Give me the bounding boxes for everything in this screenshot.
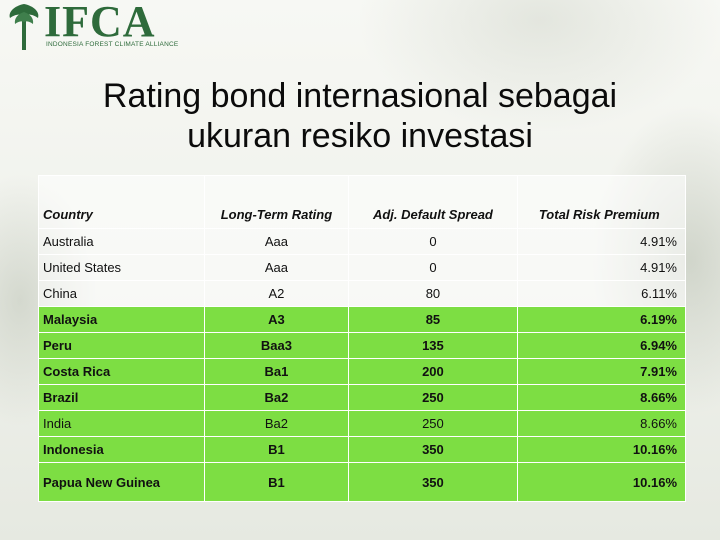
table-row: United States Aaa 0 4.91% (38, 254, 687, 281)
premium-cell: 4.91% (516, 228, 687, 255)
tree-icon (9, 4, 39, 50)
country-cell: Papua New Guinea (38, 462, 205, 502)
spread-cell: 250 (348, 410, 518, 437)
header-country: Country (38, 175, 205, 229)
rating-cell: Baa3 (203, 332, 350, 359)
rating-cell: A2 (203, 280, 350, 307)
premium-cell: 10.16% (516, 436, 687, 463)
country-cell: United States (38, 254, 205, 281)
table-row: Peru Baa3 135 6.94% (38, 332, 687, 359)
spread-cell: 0 (348, 228, 518, 255)
title-line-1: Rating bond internasional sebagai (102, 77, 618, 115)
slide-title: Rating bond internasional sebagai ukuran… (0, 76, 720, 156)
bond-rating-table: Country Long-Term Rating Adj. Default Sp… (38, 175, 687, 502)
rating-cell: Aaa (203, 254, 350, 281)
rating-cell: Ba1 (203, 358, 350, 385)
premium-cell: 6.11% (516, 280, 687, 307)
header-premium: Total Risk Premium (516, 175, 687, 229)
table-row: Indonesia B1 350 10.16% (38, 436, 687, 463)
spread-cell: 80 (348, 280, 518, 307)
rating-cell: B1 (203, 462, 350, 502)
country-cell: Australia (38, 228, 205, 255)
title-line-2: ukuran resiko investasi (187, 117, 533, 155)
table-row: Brazil Ba2 250 8.66% (38, 384, 687, 411)
table-header-row: Country Long-Term Rating Adj. Default Sp… (38, 175, 687, 229)
country-cell: Costa Rica (38, 358, 205, 385)
premium-cell: 10.16% (516, 462, 687, 502)
rating-cell: Ba2 (203, 384, 350, 411)
country-cell: Malaysia (38, 306, 205, 333)
premium-cell: 8.66% (516, 384, 687, 411)
country-cell: Brazil (38, 384, 205, 411)
premium-cell: 4.91% (516, 254, 687, 281)
logo-text: IFCA (44, 0, 156, 46)
premium-cell: 7.91% (516, 358, 687, 385)
rating-cell: B1 (203, 436, 350, 463)
country-cell: Indonesia (38, 436, 205, 463)
table-row: Australia Aaa 0 4.91% (38, 228, 687, 255)
logo-subtitle: INDONESIA FOREST CLIMATE ALLIANCE (46, 41, 179, 48)
header-rating: Long-Term Rating (203, 175, 350, 229)
spread-cell: 350 (348, 462, 518, 502)
spread-cell: 200 (348, 358, 518, 385)
spread-cell: 135 (348, 332, 518, 359)
spread-cell: 250 (348, 384, 518, 411)
table-row: Papua New Guinea B1 350 10.16% (38, 462, 687, 502)
premium-cell: 8.66% (516, 410, 687, 437)
spread-cell: 85 (348, 306, 518, 333)
spread-cell: 0 (348, 254, 518, 281)
rating-cell: A3 (203, 306, 350, 333)
rating-cell: Aaa (203, 228, 350, 255)
ifca-logo: IFCA INDONESIA FOREST CLIMATE ALLIANCE (6, 0, 179, 52)
premium-cell: 6.19% (516, 306, 687, 333)
rating-cell: Ba2 (203, 410, 350, 437)
country-cell: China (38, 280, 205, 307)
country-cell: Peru (38, 332, 205, 359)
table-row: Malaysia A3 85 6.19% (38, 306, 687, 333)
table-row: China A2 80 6.11% (38, 280, 687, 307)
table-row: India Ba2 250 8.66% (38, 410, 687, 437)
spread-cell: 350 (348, 436, 518, 463)
premium-cell: 6.94% (516, 332, 687, 359)
header-spread: Adj. Default Spread (348, 175, 518, 229)
table-row: Costa Rica Ba1 200 7.91% (38, 358, 687, 385)
country-cell: India (38, 410, 205, 437)
